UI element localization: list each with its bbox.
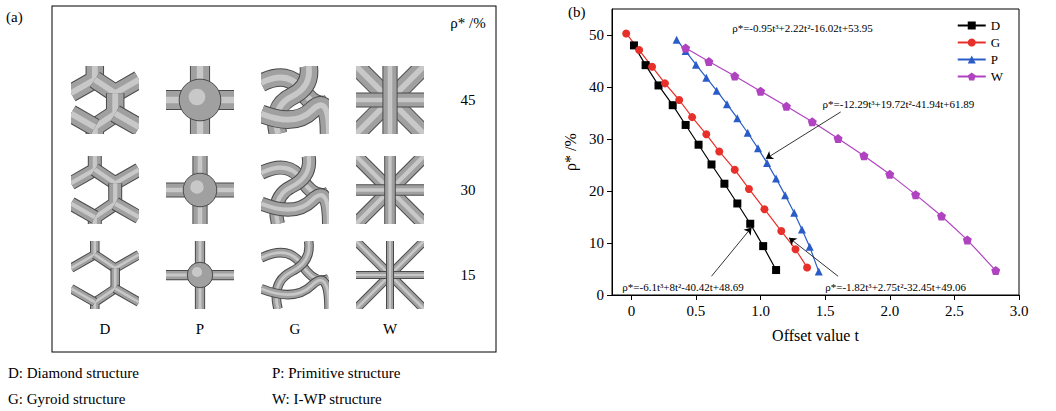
svg-text:ρ*=-6.1t³+8t²-40.42t+48.69: ρ*=-6.1t³+8t²-40.42t+48.69 [622, 281, 744, 293]
svg-text:0: 0 [628, 303, 636, 319]
svg-text:P: Primitive structure: P: Primitive structure [272, 365, 401, 381]
svg-text:ρ* /%: ρ* /% [450, 15, 485, 31]
svg-text:20: 20 [589, 183, 604, 199]
svg-text:3.0: 3.0 [1010, 303, 1029, 319]
svg-text:1.5: 1.5 [816, 303, 835, 319]
svg-text:40: 40 [589, 79, 604, 95]
svg-text:15: 15 [461, 267, 476, 283]
svg-text:2.5: 2.5 [945, 303, 964, 319]
svg-text:D: D [991, 18, 1000, 33]
svg-text:45: 45 [461, 92, 476, 108]
svg-text:ρ* /%: ρ* /% [562, 133, 580, 171]
svg-text:50: 50 [589, 27, 604, 43]
svg-text:W: W [991, 69, 1004, 84]
svg-text:ρ*=-0.95t³+2.22t²-16.02t+53.95: ρ*=-0.95t³+2.22t²-16.02t+53.95 [732, 22, 873, 34]
svg-text:10: 10 [589, 235, 604, 251]
svg-text:W: W [383, 321, 398, 337]
svg-text:30: 30 [589, 131, 604, 147]
svg-text:G: Gyroid structure: G: Gyroid structure [8, 391, 126, 407]
svg-text:P: P [991, 52, 998, 67]
svg-text:D: D [100, 321, 111, 337]
svg-text:2.0: 2.0 [880, 303, 899, 319]
svg-text:(b): (b) [568, 4, 586, 21]
svg-text:ρ*=-1.82t³+2.75t²-32.45t+49.06: ρ*=-1.82t³+2.75t²-32.45t+49.06 [825, 281, 966, 293]
svg-text:D: Diamond structure: D: Diamond structure [8, 365, 139, 381]
svg-text:G: G [991, 35, 1000, 50]
svg-text:Offset value t: Offset value t [772, 327, 859, 344]
svg-text:W: I-WP structure: W: I-WP structure [272, 391, 382, 407]
svg-text:1.0: 1.0 [751, 303, 770, 319]
svg-text:P: P [196, 321, 204, 337]
svg-text:30: 30 [461, 182, 476, 198]
svg-text:0.5: 0.5 [687, 303, 706, 319]
svg-text:ρ*=-12.29t³+19.72t²-41.94t+61.: ρ*=-12.29t³+19.72t²-41.94t+61.89 [823, 98, 975, 110]
svg-text:0: 0 [597, 287, 605, 303]
svg-text:G: G [290, 321, 301, 337]
svg-text:(a): (a) [6, 9, 23, 26]
